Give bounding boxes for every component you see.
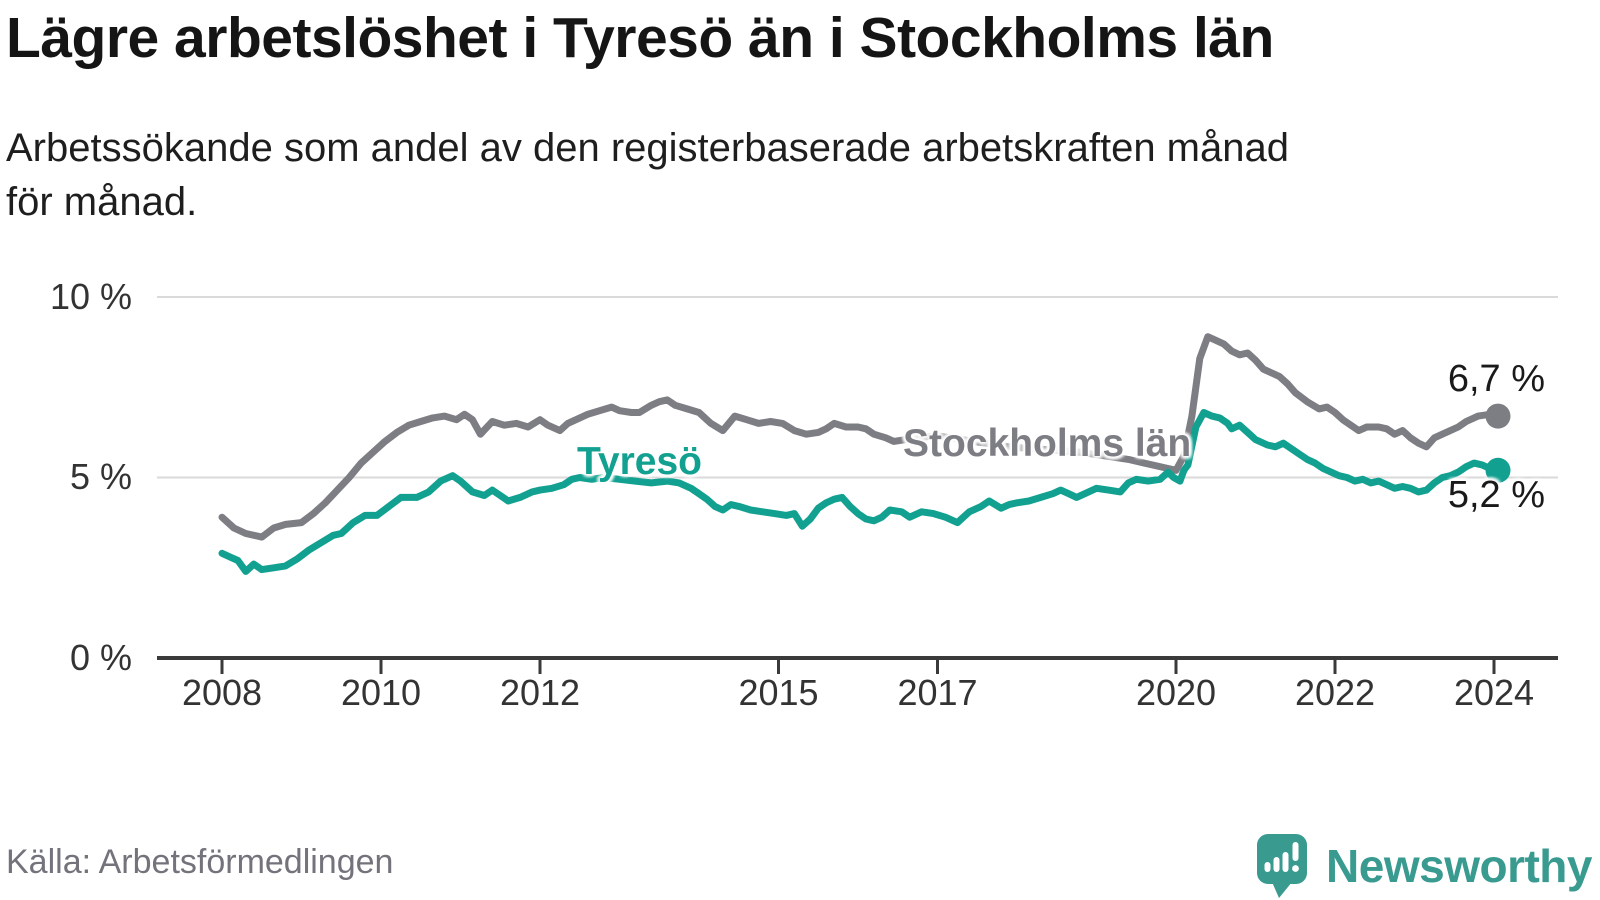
subtitle-line-1: Arbetssökande som andel av den registerb… (6, 126, 1289, 170)
end-value-label-tyreso: 5,2 % (1447, 474, 1545, 516)
x-axis-label-2008: 2008 (181, 672, 263, 713)
newsworthy-logo-icon (1257, 834, 1308, 898)
source-caption: Källa: Arbetsförmedlingen (6, 843, 394, 881)
subtitle-line-2: för månad. (6, 179, 198, 224)
newsworthy-wordmark: Newsworthy (1326, 840, 1592, 892)
series-label-tyreso: Tyresö (577, 440, 702, 483)
series-line-stockholms-l-n (218, 333, 1502, 541)
chart-subtitle: Arbetssökande som andel av den registerb… (6, 122, 1586, 229)
x-axis-label-2015: 2015 (738, 672, 819, 713)
x-axis-label-2012: 2012 (499, 672, 581, 713)
end-value-label-stockholms-lan: 6,7 % (1447, 358, 1545, 400)
x-axis-label-2017: 2017 (897, 672, 978, 713)
y-axis-label-5: 5 % (69, 456, 132, 497)
y-axis-label-10: 10 % (49, 276, 132, 317)
end-dot-stockholms-l-n (1485, 403, 1511, 429)
series-line-tyres- (218, 409, 1502, 575)
x-axis-label-2022: 2022 (1294, 672, 1376, 713)
x-axis-label-2010: 2010 (340, 672, 422, 713)
end-dot-tyres- (1485, 457, 1511, 483)
newsworthy-logo[interactable]: Newsworthy (1256, 832, 1592, 900)
x-axis-label-2024: 2024 (1453, 672, 1535, 713)
series-label-stockholms-lan: Stockholms län (903, 422, 1192, 465)
x-axis-label-2020: 2020 (1135, 672, 1217, 713)
y-axis-label-0: 0 % (69, 637, 132, 678)
page-title: Lägre arbetslöshet i Tyresö än i Stockho… (6, 6, 1274, 70)
